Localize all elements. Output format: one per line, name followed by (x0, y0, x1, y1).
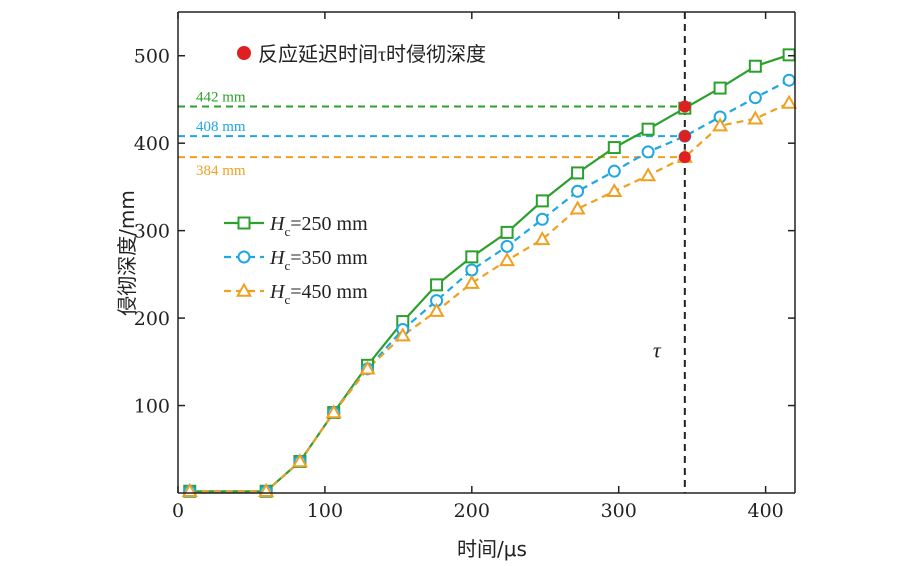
series-2-point-2 (291, 453, 308, 468)
tau-label: τ (653, 337, 662, 362)
x-axis-title: 时间/μs (457, 537, 527, 561)
markers-layer (181, 48, 798, 498)
y-tick-label-1: 200 (134, 308, 170, 330)
series-1-point-9 (535, 212, 549, 226)
series-1-point-7 (465, 263, 479, 277)
tau-depth-point-1 (678, 130, 691, 143)
x-tick-label-0: 0 (172, 500, 184, 522)
x-tick-label-4: 400 (747, 500, 783, 522)
axes: 0 100 200 300 400 100 200 300 400 500 (134, 11, 796, 522)
y-tick-label-3: 400 (134, 133, 170, 155)
tau-depth-point-2 (678, 151, 691, 164)
series-2-point-4 (359, 360, 376, 375)
series-0-point-14 (713, 81, 727, 95)
series-1-point-11 (607, 164, 621, 178)
series-2-point-3 (325, 404, 342, 419)
series-2-point-6 (428, 302, 445, 317)
series-2-point-15 (747, 110, 764, 125)
legend-label-1: Hc=350 mm (269, 247, 368, 273)
series-2-point-16 (781, 94, 798, 109)
series-2-point-12 (640, 167, 657, 182)
x-tick-label-3: 300 (601, 500, 637, 522)
series-1-point-12 (641, 145, 655, 159)
series-0-point-7 (465, 250, 479, 264)
series-2-point-10 (569, 200, 586, 215)
tau-depth-point-0 (678, 100, 691, 113)
series-0-point-15 (748, 59, 762, 73)
series-0-point-8 (500, 225, 514, 239)
legend-marker-0 (237, 216, 251, 230)
series-1-point-8 (500, 239, 514, 253)
series-2-point-8 (499, 252, 516, 267)
series-0-point-9 (535, 194, 549, 208)
series-0-point-10 (571, 166, 585, 180)
legend-tau-label: 反应延迟时间τ时侵彻深度 (258, 43, 486, 66)
legend-label-0: Hc=250 mm (269, 213, 368, 239)
legend-tau-marker (237, 46, 251, 60)
legend-marker-1 (237, 250, 251, 264)
plot-area (178, 12, 795, 493)
x-tick-label-2: 200 (454, 500, 490, 522)
series-0-point-16 (782, 48, 796, 62)
annotations: 442 mm 408 mm 384 mm τ (196, 89, 691, 362)
y-tick-label-0: 100 (134, 396, 170, 418)
series-1-point-16 (782, 73, 796, 87)
series-1-point-10 (571, 184, 585, 198)
legend-marker-2 (235, 282, 253, 297)
plot-background (178, 12, 795, 493)
depth-value-label-0: 442 mm (196, 89, 246, 105)
series-2-point-9 (534, 231, 551, 246)
series-0-point-12 (641, 122, 655, 136)
depth-value-label-2: 384 mm (196, 163, 246, 179)
series-1-point-15 (748, 91, 762, 105)
y-axis-title: 侵彻深度/mm (115, 190, 139, 316)
series-2-point-5 (394, 327, 411, 342)
series-0-point-11 (607, 141, 621, 155)
legend-label-2: Hc=450 mm (269, 281, 368, 307)
x-tick-label-1: 100 (307, 500, 343, 522)
series-2-point-14 (712, 117, 729, 132)
y-tick-label-2: 300 (134, 221, 170, 243)
y-tick-label-4: 500 (134, 46, 170, 68)
series-2-point-7 (463, 274, 480, 289)
series-2-point-11 (606, 182, 623, 198)
series-0-point-6 (430, 278, 444, 292)
depth-value-label-1: 408 mm (196, 119, 246, 135)
legend: 反应延迟时间τ时侵彻深度 Hc=250 mm Hc=350 mm Hc=450 mm (224, 43, 486, 307)
